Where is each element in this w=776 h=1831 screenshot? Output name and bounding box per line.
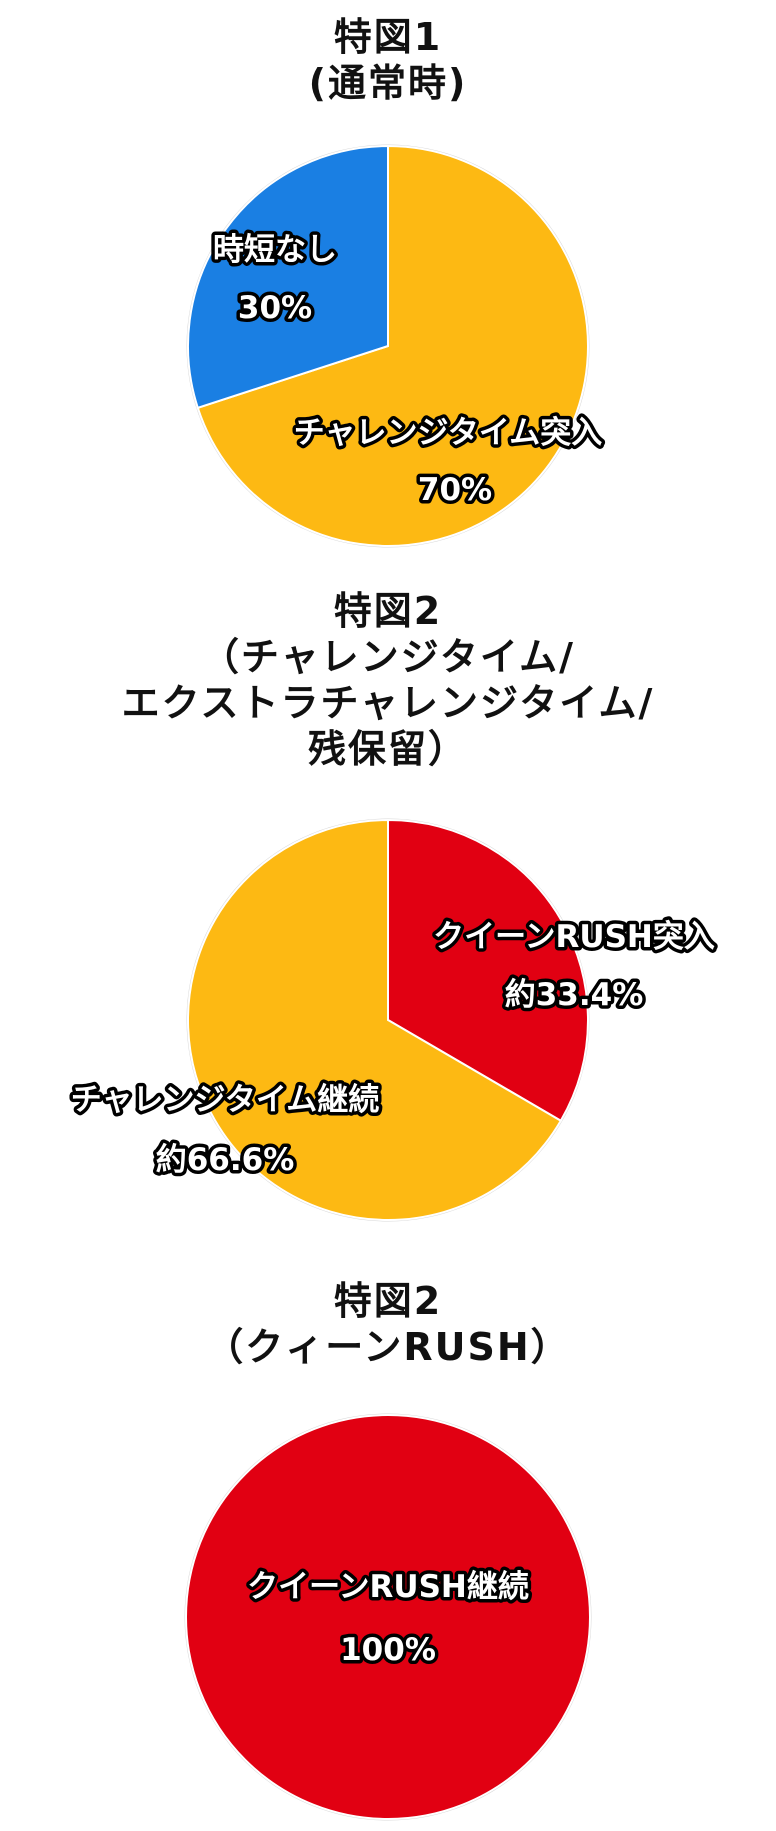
chart3-title-line2: （クィーンRUSH） [205, 1325, 571, 1369]
pie-3-slice-1 [185, 1414, 591, 1820]
pie-3-slice-1-label: クイーンRUSH継続 [247, 1569, 529, 1605]
pie-3-slice-1-value: 100% [340, 1632, 436, 1668]
pie-1-slice-2 [187, 144, 389, 410]
chart3-title: 特図2 （クィーンRUSH） [0, 1278, 776, 1370]
chart1-title-line1: 特図1 [333, 15, 443, 59]
chart2-title: 特図2 （チャレンジタイム/ エクストラチャレンジタイム/ 残保留） [0, 588, 776, 772]
chart1-title: 特図1 (通常時) [0, 14, 776, 106]
chart2-title-line4: 残保留） [307, 727, 468, 771]
chart2-title-line3: エクストラチャレンジタイム/ [121, 681, 655, 725]
pie-2-slice-1 [387, 818, 589, 1123]
pie-1 [186, 144, 590, 548]
chart2-title-line2: （チャレンジタイム/ [201, 635, 575, 679]
pie-1-slice-1 [196, 144, 589, 547]
chart3-title-line1: 特図2 [333, 1279, 443, 1323]
pie-2 [186, 818, 590, 1222]
pie-2-slice-1-label: クイーンRUSH突入 [433, 919, 715, 955]
pie-3 [184, 1413, 592, 1821]
pie-1-slice-2-value: 30% [238, 290, 312, 326]
pie-1-slice-2-label: 時短なし [213, 232, 337, 268]
pie-2-slice-2 [186, 818, 563, 1221]
pie-1-slice-1-value: 70% [418, 472, 492, 508]
pie-2-slice-1-value: 約33.4% [505, 977, 644, 1013]
pie-2-slice-2-value: 約66.6% [156, 1142, 295, 1178]
pie-2-slice-2-label: チャレンジタイム継続 [71, 1082, 379, 1118]
chart2-title-line1: 特図2 [333, 589, 443, 633]
pie-1-slice-1-label: チャレンジタイム突入 [294, 415, 602, 451]
chart1-title-line2: (通常時) [308, 61, 468, 105]
